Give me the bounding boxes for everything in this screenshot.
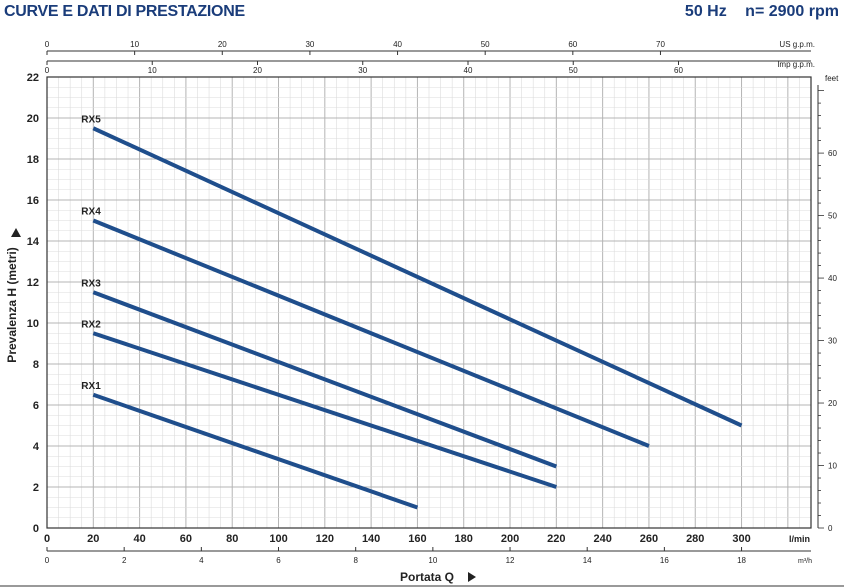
m3h-tick-label: 4 [199, 556, 204, 565]
impgpm-tick-label: 10 [148, 66, 157, 75]
usgpm-unit-label: US g.p.m. [779, 40, 815, 49]
y-tick-label: 10 [27, 318, 39, 330]
x-tick-label: 160 [408, 533, 426, 545]
usgpm-tick-label: 40 [393, 40, 402, 49]
y-tick-label: 18 [27, 154, 39, 166]
x-tick-label: 60 [180, 533, 192, 545]
usgpm-tick-label: 10 [130, 40, 139, 49]
impgpm-tick-label: 20 [253, 66, 262, 75]
impgpm-tick-label: 40 [464, 66, 473, 75]
feet-tick-label: 20 [828, 399, 837, 408]
m3h-tick-label: 10 [428, 556, 437, 565]
feet-unit-label: feet [825, 74, 839, 83]
y-tick-label: 8 [33, 359, 39, 371]
impgpm-tick-label: 0 [45, 66, 50, 75]
x-tick-label: 40 [133, 533, 145, 545]
x-axis-arrow [468, 572, 476, 582]
usgpm-tick-label: 20 [218, 40, 227, 49]
series-label-rx4: RX4 [81, 207, 101, 218]
series-line-rx3 [92, 290, 558, 469]
usgpm-tick-label: 30 [305, 40, 314, 49]
series-line-rx4 [92, 218, 650, 448]
m3h-tick-label: 2 [122, 556, 127, 565]
x-tick-label: 280 [686, 533, 704, 545]
x-tick-label: 180 [455, 533, 473, 545]
series-label-rx1: RX1 [81, 381, 101, 392]
y-tick-label: 20 [27, 113, 39, 125]
x-tick-label: 200 [501, 533, 519, 545]
m3h-tick-label: 18 [737, 556, 746, 565]
x-tick-label: 80 [226, 533, 238, 545]
x-tick-label: 120 [316, 533, 334, 545]
x-tick-label: 20 [87, 533, 99, 545]
x-axis-label: Portata Q [400, 570, 454, 584]
feet-tick-label: 50 [828, 212, 837, 221]
frequency-label: 50 Hz [684, 3, 727, 20]
y-axis-label: Prevalenza H (metri) [5, 247, 19, 362]
impgpm-tick-label: 30 [358, 66, 367, 75]
y-tick-label: 12 [27, 277, 39, 289]
m3h-tick-label: 14 [583, 556, 592, 565]
chart-subtitle: 50 Hz n= 2900 rpm [671, 3, 839, 21]
series-line-rx1 [92, 392, 419, 510]
y-tick-label: 2 [33, 482, 39, 494]
x-tick-label: 300 [732, 533, 750, 545]
series-label-rx5: RX5 [81, 114, 101, 125]
usgpm-tick-label: 60 [568, 40, 577, 49]
m3h-tick-label: 12 [506, 556, 515, 565]
y-tick-label: 0 [33, 523, 39, 535]
y-tick-label: 22 [27, 72, 39, 84]
feet-tick-label: 0 [828, 524, 833, 533]
x-tick-label: 240 [593, 533, 611, 545]
x-unit-label: l/min [789, 534, 810, 544]
usgpm-tick-label: 70 [656, 40, 665, 49]
series-label-rx2: RX2 [81, 319, 101, 330]
x-tick-label: 260 [640, 533, 658, 545]
feet-tick-label: 30 [828, 337, 837, 346]
x-tick-label: 0 [44, 533, 50, 545]
impgpm-unit-label: Imp g.p.m. [777, 60, 815, 69]
feet-tick-label: 10 [828, 462, 837, 471]
impgpm-tick-label: 60 [674, 66, 683, 75]
x-tick-label: 220 [547, 533, 565, 545]
x-tick-label: 140 [362, 533, 380, 545]
m3h-tick-label: 8 [353, 556, 358, 565]
speed-label: n= 2900 rpm [745, 3, 839, 20]
x-tick-label: 100 [269, 533, 287, 545]
impgpm-tick-label: 50 [569, 66, 578, 75]
y-tick-label: 16 [27, 195, 39, 207]
y-tick-label: 6 [33, 400, 39, 412]
series-line-rx2 [92, 331, 557, 489]
y-tick-label: 4 [33, 441, 40, 453]
m3h-tick-label: 6 [276, 556, 281, 565]
y-tick-label: 14 [27, 236, 40, 248]
series-label-rx3: RX3 [81, 278, 101, 289]
plot-frame [46, 76, 812, 529]
m3h-tick-label: 0 [45, 556, 50, 565]
feet-tick-label: 40 [828, 274, 837, 283]
y-axis-arrow [11, 228, 21, 237]
feet-tick-label: 60 [828, 149, 837, 158]
usgpm-tick-label: 50 [481, 40, 490, 49]
m3h-tick-label: 16 [660, 556, 669, 565]
m3h-unit-label: m³/h [798, 558, 812, 565]
chart-title: CURVE E DATI DI PRESTAZIONE [4, 3, 245, 20]
series-line-rx5 [92, 126, 743, 428]
usgpm-tick-label: 0 [45, 40, 50, 49]
